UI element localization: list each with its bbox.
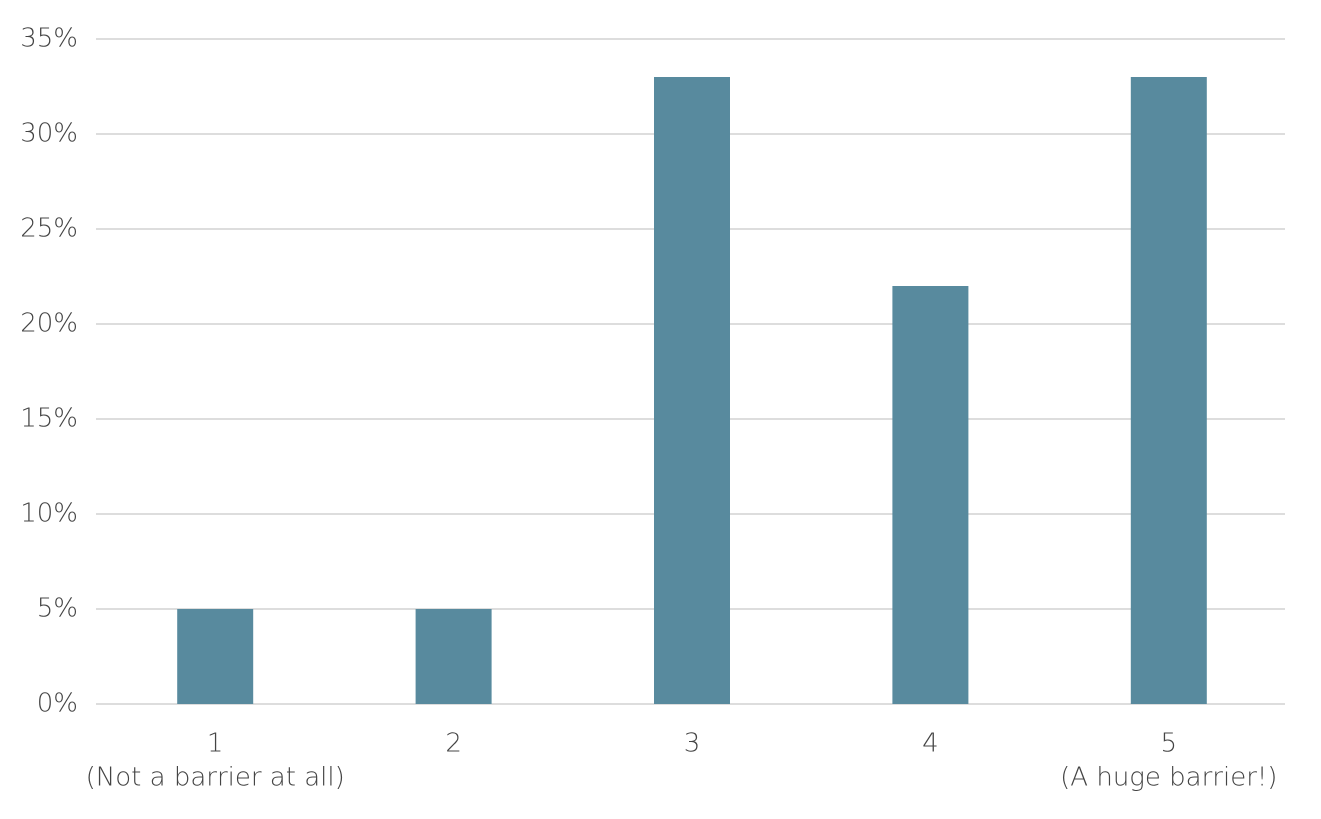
x-tick-note: (A huge barrier!)	[1060, 763, 1277, 793]
y-tick-label: 10%	[20, 499, 78, 529]
y-tick-label: 30%	[20, 119, 78, 149]
y-tick-label: 25%	[20, 214, 78, 244]
bar	[415, 609, 492, 704]
x-tick-note: (Not a barrier at all)	[86, 763, 345, 793]
bar	[1130, 77, 1207, 704]
y-tick-label: 20%	[20, 309, 78, 339]
x-tick-label: 2	[445, 729, 462, 759]
y-tick-label: 0%	[37, 689, 78, 719]
bar	[177, 609, 254, 704]
bar	[654, 77, 730, 704]
y-tick-label: 35%	[20, 24, 78, 54]
x-tick-label: 3	[684, 729, 701, 759]
y-tick-label: 15%	[20, 404, 78, 434]
y-tick-label: 5%	[37, 594, 78, 624]
x-tick-label: 4	[922, 729, 939, 759]
x-tick-label: 5	[1161, 729, 1178, 759]
x-tick-label: 1	[207, 729, 224, 759]
bar	[892, 286, 969, 704]
